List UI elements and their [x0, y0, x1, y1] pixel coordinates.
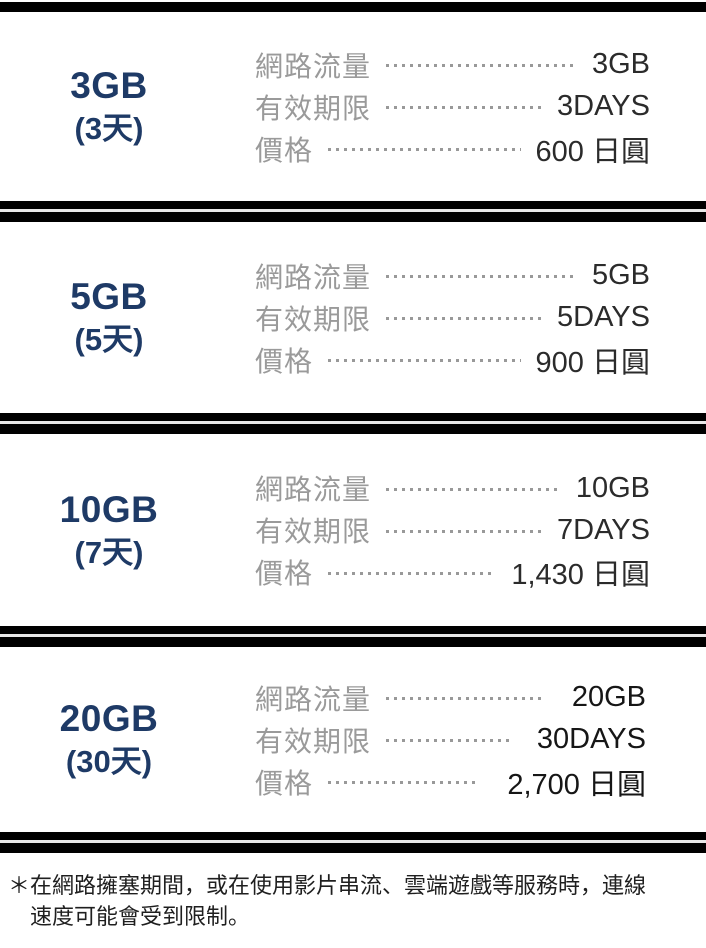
spec-row-data: 網路流量 5GB: [255, 259, 650, 293]
spec-label: 有效期限: [255, 303, 372, 335]
plan-specs: 網路流量 5GB 有效期限 5DAYS 價格 900 日圓: [255, 259, 650, 379]
spec-value: 3DAYS: [557, 90, 650, 122]
divider-bar: [0, 201, 706, 209]
spec-row-price: 價格 1,430 日圓: [255, 557, 650, 591]
spec-row-validity: 有效期限 5DAYS: [255, 301, 650, 335]
spec-label: 網路流量: [255, 683, 372, 715]
plan-specs: 網路流量 10GB 有效期限 7DAYS 價格 1,430 日圓: [255, 471, 650, 592]
divider-gap-line: [0, 840, 706, 843]
spec-label: 有效期限: [255, 516, 372, 547]
divider-bar: [0, 832, 706, 840]
spec-row-validity: 有效期限 7DAYS: [255, 513, 650, 548]
footnote-line: 速度可能會受到限制。: [30, 904, 251, 929]
section-divider: [0, 201, 706, 222]
plan-card-3gb: 3GB (3天) 網路流量 3GB 有效期限 3DAYS 價格 600 日圓: [0, 12, 706, 201]
plan-card-10gb: 10GB (7天) 網路流量 10GB 有效期限 7DAYS 價格 1,430 …: [0, 434, 706, 626]
divider-bar: [0, 626, 706, 634]
divider-gap-line: [0, 209, 706, 212]
section-divider: [0, 832, 706, 853]
plan-title: 10GB (7天): [0, 488, 218, 570]
spec-value: 600 日圓: [535, 135, 650, 168]
plan-card-20gb: 20GB (30天) 網路流量 20GB 有效期限 30DAYS 價格 2,70…: [0, 647, 706, 832]
dotted-leader: [386, 739, 509, 742]
spec-row-price: 價格 900 日圓: [255, 345, 650, 379]
spec-value: 2,700 日圓: [491, 757, 650, 806]
section-divider: [0, 626, 706, 647]
divider-bar: [0, 212, 706, 222]
spec-label: 網路流量: [255, 50, 372, 82]
plan-card-5gb: 5GB (5天) 網路流量 5GB 有效期限 5DAYS 價格 900 日圓: [0, 222, 706, 413]
spec-label: 價格: [255, 558, 314, 589]
plan-size: 20GB: [59, 698, 159, 740]
spec-value: 30DAYS: [520, 720, 650, 759]
dotted-leader: [328, 781, 480, 784]
dotted-leader: [386, 697, 544, 700]
dotted-leader: [328, 359, 521, 362]
footnote: ＊在網路擁塞期間，或在使用影片串流、雲端遊戲等服務時，連線 速度可能會受到限制。: [0, 853, 706, 946]
spec-value: 7DAYS: [557, 513, 650, 546]
spec-row-data: 網路流量 10GB: [255, 471, 650, 506]
spec-label: 價格: [255, 345, 314, 377]
plan-size: 3GB: [70, 65, 148, 107]
divider-bar: [0, 413, 706, 421]
dotted-leader: [328, 148, 521, 151]
dotted-leader: [386, 529, 543, 533]
dotted-leader: [386, 275, 577, 278]
spec-value: 5GB: [591, 259, 650, 291]
divider-gap-line: [0, 421, 706, 424]
plan-size: 10GB: [59, 488, 159, 530]
spec-value: 1,430 日圓: [511, 559, 650, 591]
spec-label: 有效期限: [255, 92, 372, 124]
plan-specs: 網路流量 3GB 有效期限 3DAYS 價格 600 日圓: [255, 48, 650, 168]
divider-gap-line: [0, 634, 706, 637]
footnote-line: ＊在網路擁塞期間，或在使用影片串流、雲端遊戲等服務時，連線: [8, 873, 647, 898]
plan-duration: (5天): [74, 322, 144, 358]
dotted-leader: [386, 106, 543, 109]
spec-value: 10GB: [575, 471, 650, 504]
spec-label: 有效期限: [255, 725, 372, 757]
top-divider-bar: [0, 2, 706, 12]
spec-value: 5DAYS: [557, 301, 650, 333]
spec-value: 900 日圓: [535, 346, 650, 379]
dotted-leader: [386, 487, 561, 491]
plan-duration: (30天): [65, 744, 153, 780]
plan-duration: (7天): [74, 534, 144, 570]
section-divider: [0, 413, 706, 434]
plan-specs: 網路流量 20GB 有效期限 30DAYS 價格 2,700 日圓: [255, 678, 650, 806]
spec-value: 3GB: [591, 48, 650, 80]
spec-label: 網路流量: [255, 261, 372, 293]
spec-value: 20GB: [555, 678, 650, 717]
plan-title: 20GB (30天): [0, 698, 218, 780]
spec-row-data: 網路流量 3GB: [255, 48, 650, 82]
spec-row-validity: 有效期限 3DAYS: [255, 90, 650, 124]
divider-bar: [0, 843, 706, 853]
spec-row-price: 價格 2,700 日圓: [255, 757, 650, 806]
spec-label: 價格: [255, 134, 314, 166]
dotted-leader: [386, 64, 577, 67]
spec-label: 網路流量: [255, 474, 372, 505]
spec-row-price: 價格 600 日圓: [255, 134, 650, 168]
plan-duration: (3天): [74, 111, 144, 147]
plan-size: 5GB: [70, 276, 148, 318]
plan-title: 5GB (5天): [0, 276, 218, 358]
dotted-leader: [386, 317, 543, 320]
dotted-leader: [328, 571, 497, 575]
spec-row-data: 網路流量 20GB: [255, 678, 650, 717]
divider-bar: [0, 424, 706, 434]
plan-title: 3GB (3天): [0, 65, 218, 147]
spec-label: 價格: [255, 767, 314, 799]
divider-bar: [0, 637, 706, 647]
spec-row-validity: 有效期限 30DAYS: [255, 720, 650, 759]
